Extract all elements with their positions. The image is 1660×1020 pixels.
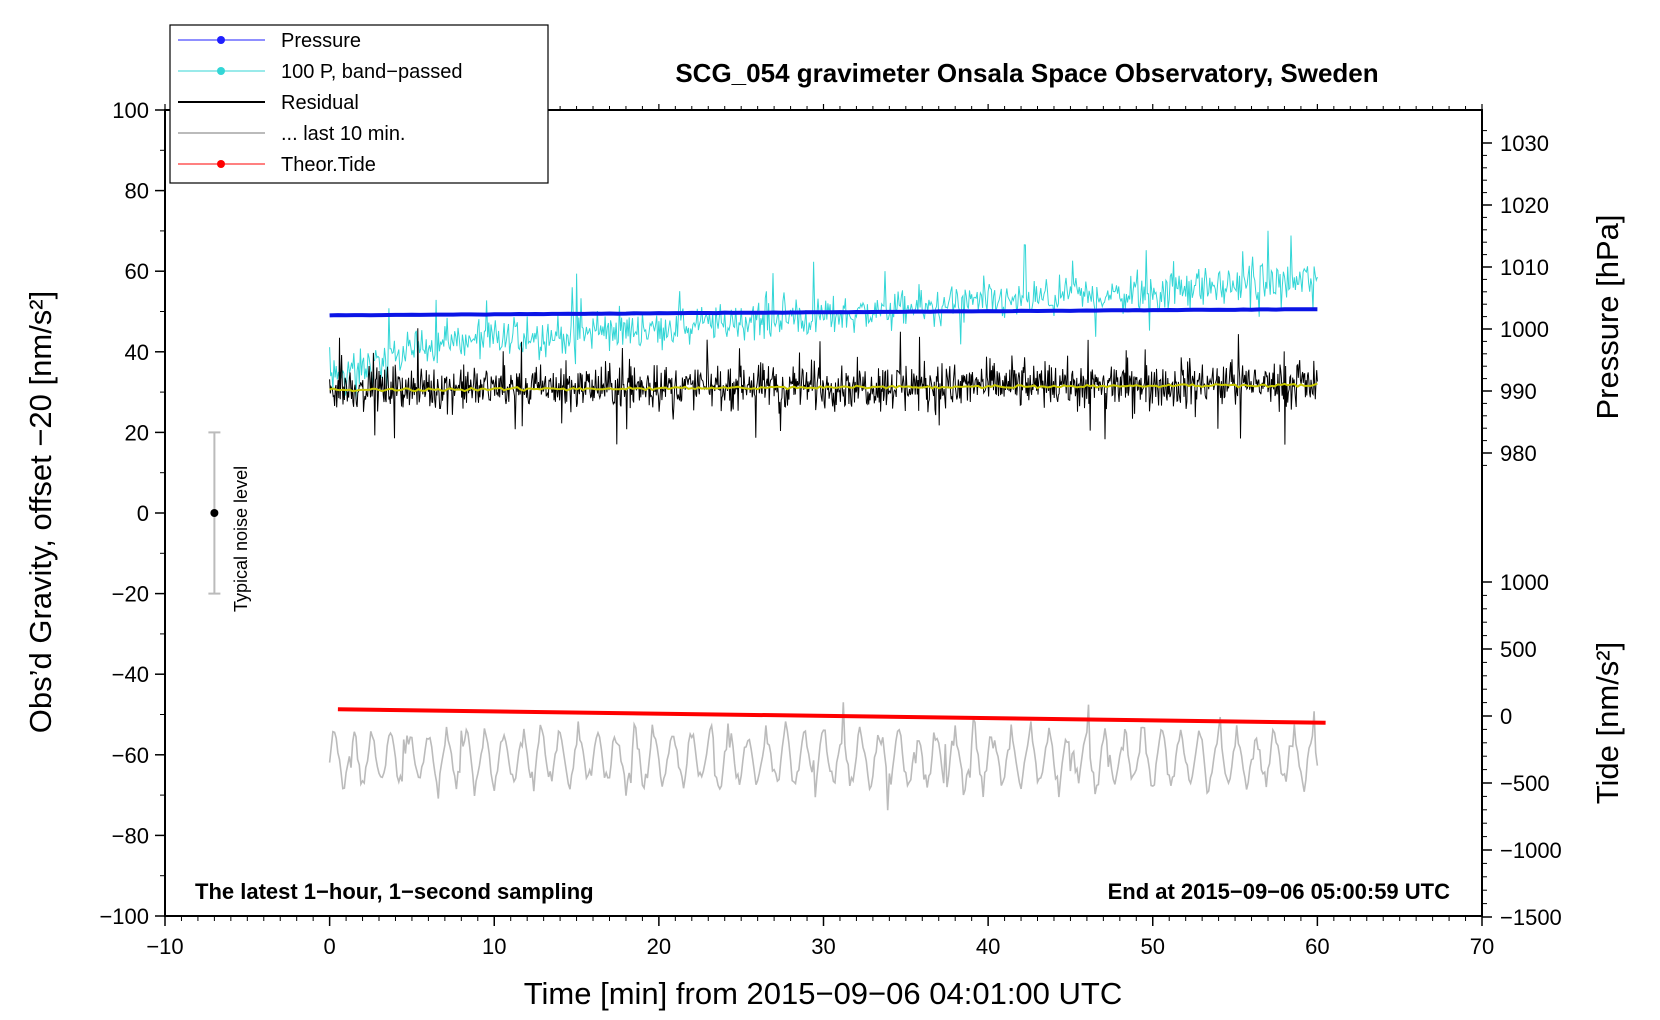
chart-title: SCG_054 gravimeter Onsala Space Observat… — [675, 58, 1378, 88]
legend-label: Theor.Tide — [281, 154, 376, 176]
series-layer — [328, 230, 1326, 811]
legend-label: Pressure — [281, 30, 361, 52]
tide-tick-label: 500 — [1500, 637, 1537, 662]
bandpassed-pressure-line — [329, 230, 1318, 400]
last-10-min-line — [328, 702, 1319, 811]
tide-tick-label: −1500 — [1500, 905, 1562, 930]
x-axis: −10 0 10 20 30 40 50 60 70 — [146, 104, 1494, 959]
tide-tick-label: 1000 — [1500, 570, 1549, 595]
x-tick-label: 30 — [811, 934, 835, 959]
x-tick-label: 60 — [1305, 934, 1329, 959]
legend-marker — [217, 36, 225, 44]
theoretical-tide-line — [337, 707, 1326, 725]
legend-label: 100 P, band−passed — [281, 61, 462, 83]
y-tick-label: −20 — [112, 582, 149, 607]
x-tick-label: 20 — [647, 934, 671, 959]
plot-frame — [164, 109, 1483, 917]
y-axis-tide: 1000 500 0 −500 −1000 −1500 — [1482, 570, 1562, 930]
pressure-tick-label: 1020 — [1500, 193, 1549, 218]
x-tick-label: 50 — [1141, 934, 1165, 959]
tide-tick-label: 0 — [1500, 704, 1512, 729]
legend: Pressure 100 P, band−passed Residual ... la… — [169, 24, 549, 184]
y-axis-pressure: 1030 1020 1010 1000 990 980 — [1482, 130, 1549, 466]
legend-label: Residual — [281, 92, 359, 114]
y-axis-tide-title: Tide [nm/s²] — [1590, 642, 1625, 805]
y-tick-label: 40 — [125, 340, 149, 365]
legend-label: ... last 10 min. — [281, 123, 406, 145]
pressure-tick-label: 1000 — [1500, 317, 1549, 342]
x-axis-title: Time [min] from 2015−09−06 04:01:00 UTC — [524, 976, 1123, 1011]
tide-tick-label: −1000 — [1500, 838, 1562, 863]
y-tick-label: 100 — [112, 98, 149, 123]
x-tick-label: −10 — [146, 934, 183, 959]
pressure-tick-label: 1010 — [1500, 255, 1549, 280]
y-tick-label: −100 — [99, 904, 149, 929]
x-tick-label: 40 — [976, 934, 1000, 959]
left-note: The latest 1−hour, 1−second sampling — [195, 879, 594, 904]
pressure-line — [329, 307, 1318, 318]
noise-level-bar — [208, 431, 221, 595]
y-tick-label: 20 — [125, 420, 149, 445]
y-tick-label: −60 — [112, 743, 149, 768]
noise-level-label: Typical noise level — [231, 466, 251, 612]
y-tick-label: −80 — [112, 823, 149, 848]
residual-line — [329, 328, 1318, 445]
x-tick-label: 70 — [1470, 934, 1494, 959]
legend-marker — [217, 160, 225, 168]
y-tick-label: 0 — [137, 501, 149, 526]
noise-bar-center — [210, 509, 219, 517]
y-axis-left: 100 80 60 40 20 0 −20 −40 −60 −80 −100 — [99, 98, 165, 929]
y-tick-label: −40 — [112, 662, 149, 687]
pressure-tick-label: 980 — [1500, 441, 1537, 466]
y-tick-label: 80 — [125, 179, 149, 204]
tide-tick-label: −500 — [1500, 771, 1550, 796]
x-tick-label: 10 — [482, 934, 506, 959]
right-note: End at 2015−09−06 05:00:59 UTC — [1108, 879, 1451, 904]
pressure-tick-label: 990 — [1500, 379, 1537, 404]
x-tick-label: 0 — [324, 934, 336, 959]
legend-box — [169, 24, 549, 184]
legend-marker — [217, 67, 225, 75]
pressure-tick-label: 1030 — [1500, 131, 1549, 156]
residual-smoothed-line — [329, 382, 1318, 393]
y-axis-left-title: Obs’d Gravity, offset −20 [nm/s²] — [23, 291, 58, 734]
y-axis-pressure-title: Pressure [hPa] — [1590, 214, 1625, 419]
y-tick-label: 60 — [125, 259, 149, 284]
